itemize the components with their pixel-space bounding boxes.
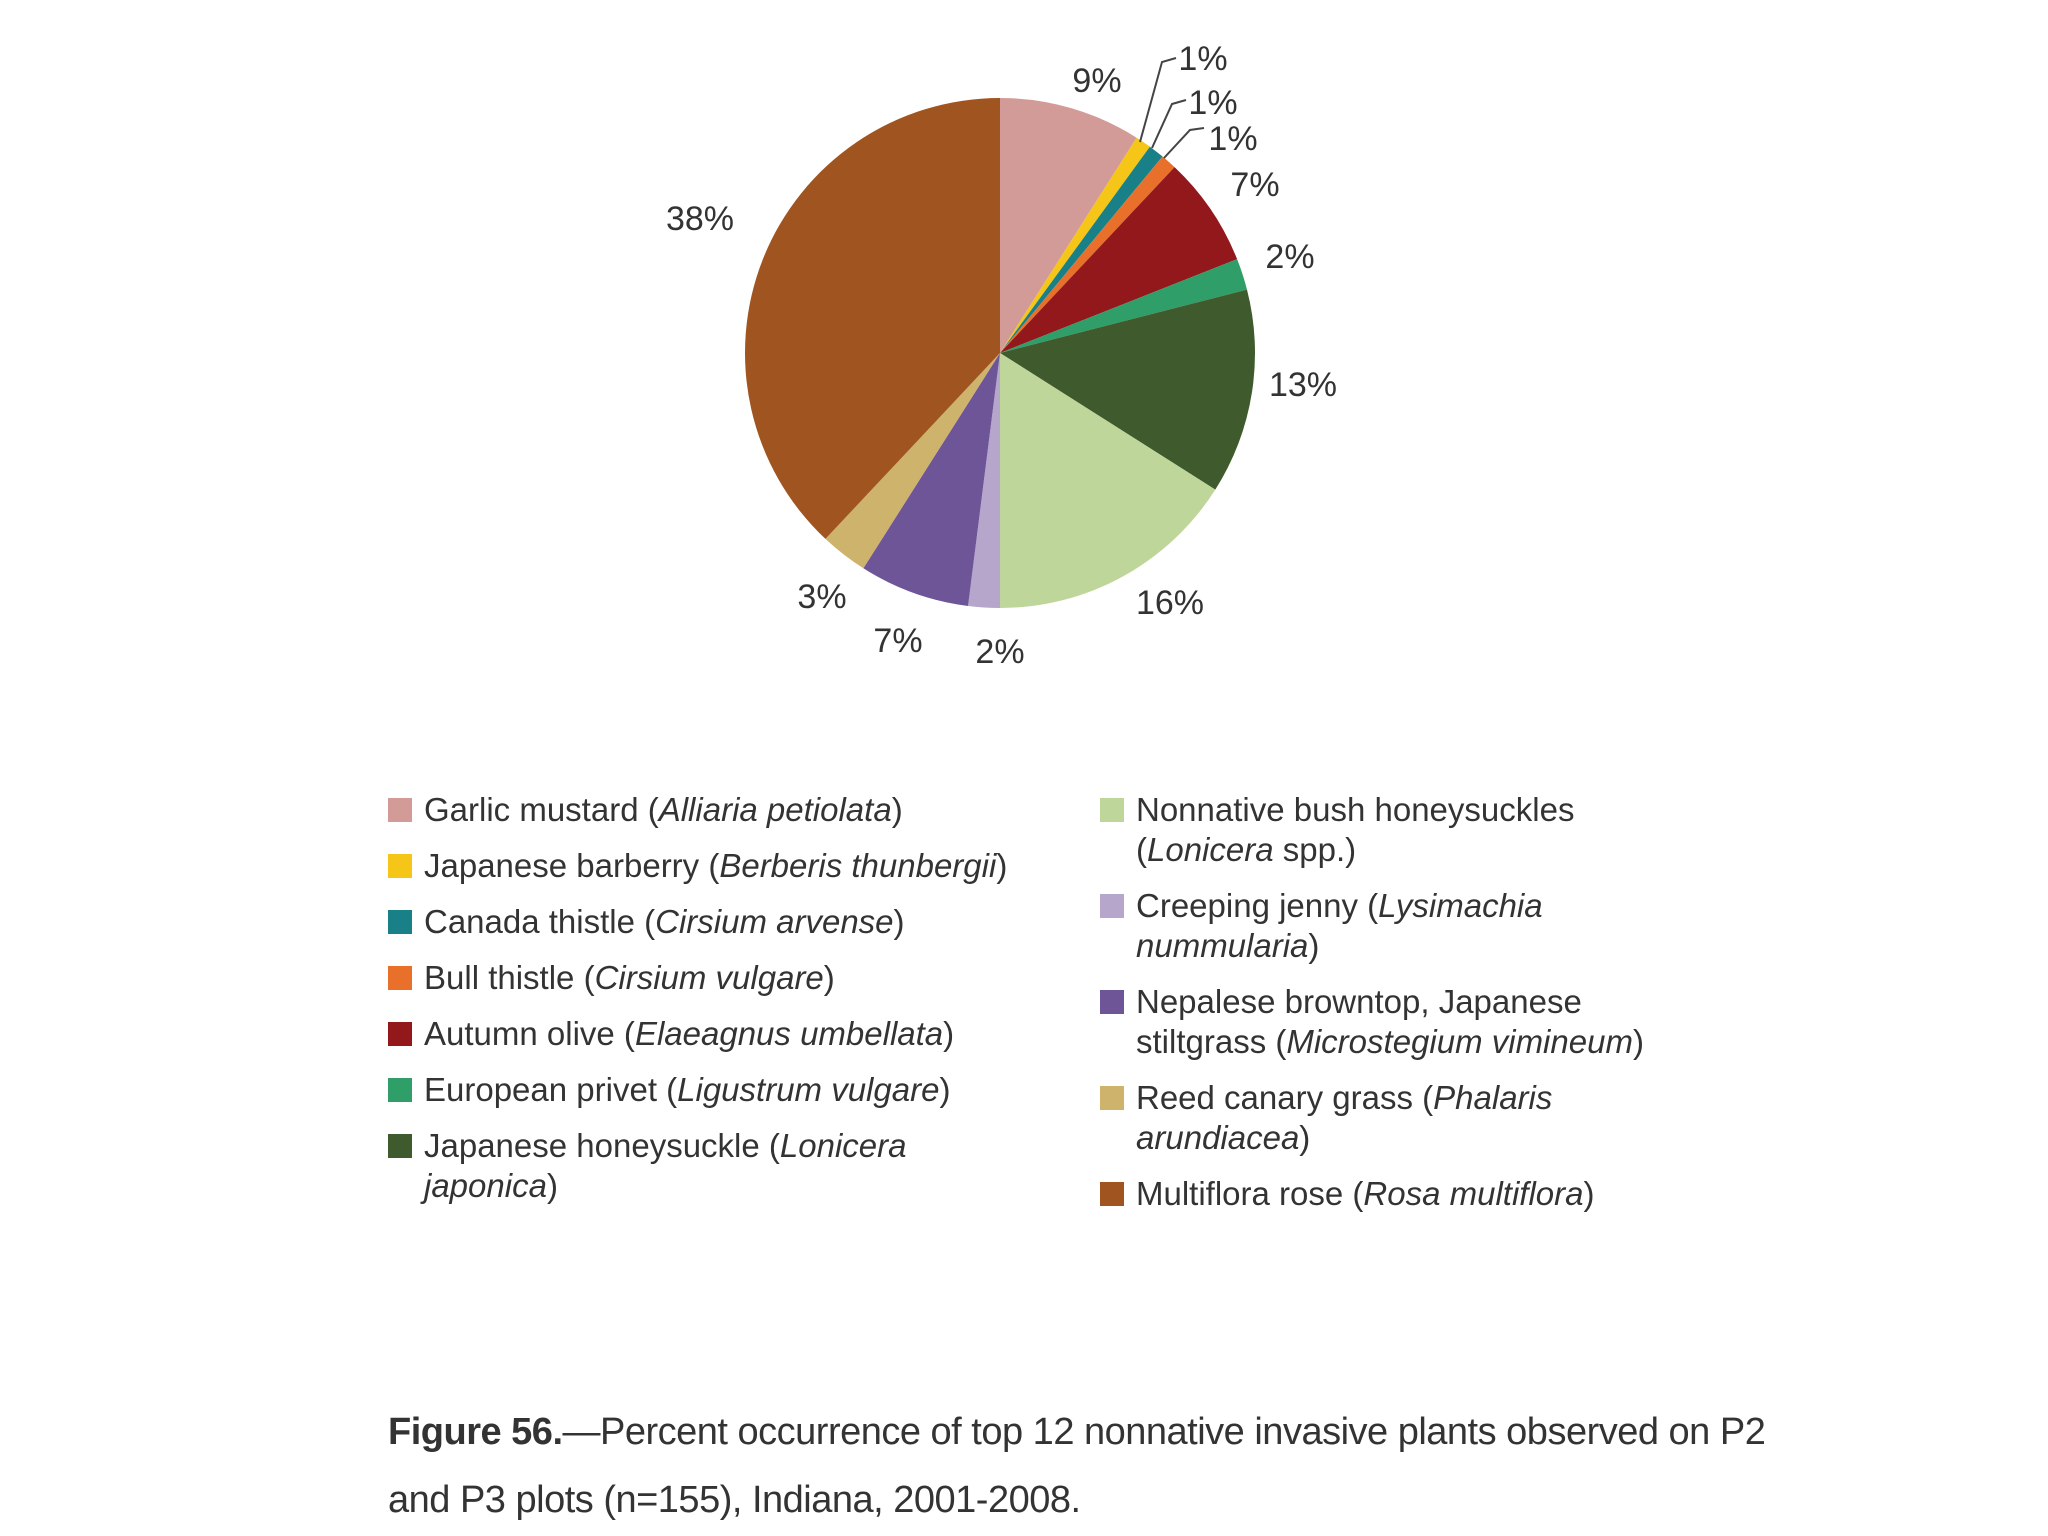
legend-scientific-name: Phalaris arundiacea [1136, 1079, 1553, 1156]
legend-common-name: Canada thistle ( [424, 903, 656, 940]
legend-common-name: Garlic mustard ( [424, 791, 659, 828]
legend-swatch [1100, 990, 1124, 1014]
pie-slice-12 [744, 98, 1000, 539]
slice-label-3: 1% [1188, 84, 1237, 122]
figure-caption: Figure 56.—Percent occurrence of top 12 … [388, 1398, 1788, 1534]
slice-label-2: 1% [1178, 40, 1227, 78]
legend-swatch [388, 1022, 412, 1046]
legend-scientific-name: Microstegium vimineum [1286, 1023, 1633, 1060]
legend-common-name: European privet ( [424, 1071, 678, 1108]
slice-label-8: 16% [1136, 584, 1204, 622]
legend-common-name: Reed canary grass ( [1136, 1079, 1434, 1116]
legend-scientific-name: Elaeagnus umbellata [634, 1015, 944, 1052]
legend-suffix: ) [996, 847, 1008, 884]
slice-label-7: 13% [1269, 366, 1337, 404]
legend-item: Bull thistle (Cirsium vulgare) [388, 958, 1048, 998]
pie-slice-6 [1000, 259, 1247, 353]
legend-item: Garlic mustard (Alliaria petiolata) [388, 790, 1048, 830]
legend-suffix: spp.) [1273, 831, 1357, 868]
pie-slice-9 [968, 353, 1000, 608]
legend-item: Nonnative bush honeysuckles (Lonicera sp… [1100, 790, 1700, 870]
pie-slice-7 [1000, 289, 1255, 490]
legend-suffix: ) [1299, 1119, 1311, 1156]
legend-item: Nepalese browntop, Japanese stiltgrass (… [1100, 982, 1700, 1062]
legend-swatch [388, 854, 412, 878]
legend-scientific-name: Ligustrum vulgare [677, 1071, 940, 1108]
legend-common-name: Bull thistle ( [424, 959, 595, 996]
legend-item: Creeping jenny (Lysimachia nummularia) [1100, 886, 1700, 966]
legend-scientific-name: Berberis thunbergii [719, 847, 997, 884]
legend-swatch [388, 910, 412, 934]
legend-left: Garlic mustard (Alliaria petiolata) Japan… [388, 790, 1048, 1222]
legend-common-name: Autumn olive ( [424, 1015, 635, 1052]
legend-scientific-name: Lonicera japonica [424, 1127, 907, 1204]
pie-slice-4 [1000, 156, 1175, 353]
legend-common-name: Multiflora rose ( [1136, 1175, 1364, 1212]
legend-suffix: ) [823, 959, 835, 996]
legend-item: European privet (Ligustrum vulgare) [388, 1070, 1048, 1110]
legend-scientific-name: Lysimachia nummularia [1136, 887, 1543, 964]
legend-suffix: ) [1308, 927, 1320, 964]
legend-right: Nonnative bush honeysuckles (Lonicera sp… [1100, 790, 1700, 1230]
legend-common-name: Nonnative bush honeysuckles ( [1136, 791, 1575, 868]
slice-label-11: 3% [797, 578, 846, 616]
legend-common-name: Nepalese browntop, Japanese stiltgrass ( [1136, 983, 1582, 1060]
legend-scientific-name: Lonicera [1147, 831, 1274, 868]
legend-scientific-name: Alliaria petiolata [658, 791, 892, 828]
legend-item: Japanese barberry (Berberis thunbergii) [388, 846, 1048, 886]
pie-slice-5 [1000, 167, 1238, 353]
slice-label-6: 2% [1265, 238, 1314, 276]
leader-line-1 [1139, 57, 1177, 143]
legend-suffix: ) [546, 1167, 558, 1204]
leader-line-2 [1151, 99, 1187, 149]
legend-common-name: Japanese honeysuckle ( [424, 1127, 780, 1164]
legend-suffix: ) [939, 1071, 951, 1108]
leader-line-3 [1163, 127, 1205, 159]
legend-swatch [1100, 798, 1124, 822]
legend-swatch [388, 798, 412, 822]
legend-suffix: ) [1583, 1175, 1595, 1212]
pie-slice-1 [1000, 98, 1137, 353]
slice-label-12: 38% [666, 200, 734, 238]
legend-scientific-name: Cirsium arvense [655, 903, 894, 940]
slice-label-5: 7% [1230, 166, 1279, 204]
legend-scientific-name: Rosa multiflora [1363, 1175, 1584, 1212]
legend-swatch [388, 1134, 412, 1158]
legend-swatch [1100, 1182, 1124, 1206]
legend-common-name: Japanese barberry ( [424, 847, 720, 884]
legend-item: Canada thistle (Cirsium arvense) [388, 902, 1048, 942]
legend-scientific-name: Cirsium vulgare [594, 959, 824, 996]
pie-slice-11 [825, 353, 1000, 569]
pie-slice-10 [863, 353, 1000, 606]
legend-swatch [388, 1078, 412, 1102]
legend-item: Multiflora rose (Rosa multiflora) [1100, 1174, 1700, 1214]
legend-item: Japanese honeysuckle (Lonicera japonica) [388, 1126, 1048, 1206]
legend-suffix: ) [943, 1015, 955, 1052]
caption-text: —Percent occurrence of top 12 nonnative … [388, 1411, 1766, 1521]
slice-label-9: 2% [975, 633, 1024, 671]
pie-slice-8 [1000, 353, 1216, 608]
pie-slice-2 [1000, 137, 1150, 353]
legend-item: Autumn olive (Elaeagnus umbellata) [388, 1014, 1048, 1054]
legend-suffix: ) [893, 903, 905, 940]
legend-common-name: Creeping jenny ( [1136, 887, 1379, 924]
slice-label-1: 9% [1072, 62, 1121, 100]
legend-suffix: ) [891, 791, 903, 828]
slice-label-4: 1% [1208, 120, 1257, 158]
legend-suffix: ) [1632, 1023, 1644, 1060]
legend-swatch [1100, 1086, 1124, 1110]
pie-slice-3 [1000, 146, 1163, 353]
legend-swatch [388, 966, 412, 990]
legend-item: Reed canary grass (Phalaris arundiacea) [1100, 1078, 1700, 1158]
figure-number: Figure 56. [388, 1411, 563, 1453]
legend-swatch [1100, 894, 1124, 918]
slice-label-10: 7% [873, 622, 922, 660]
